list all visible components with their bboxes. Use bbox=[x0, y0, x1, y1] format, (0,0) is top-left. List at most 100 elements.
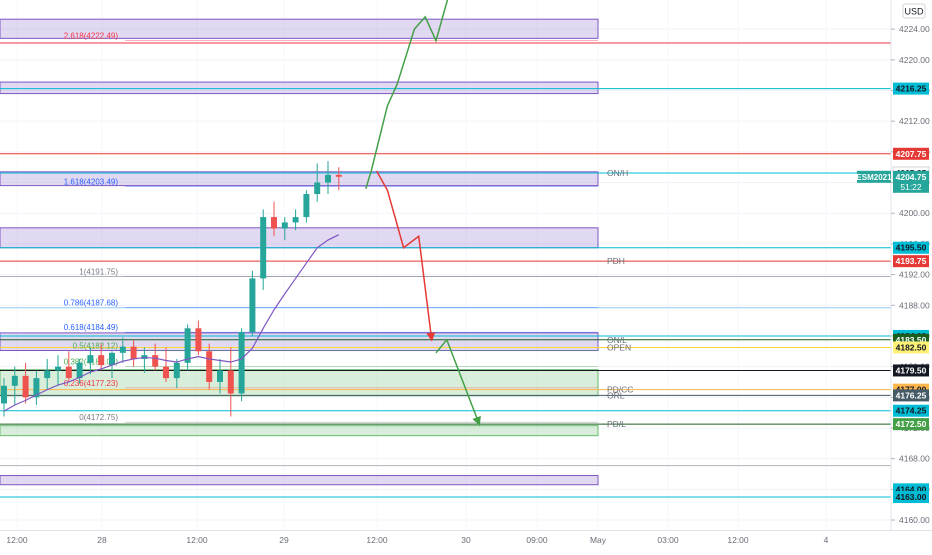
session-label-1: PDH bbox=[607, 256, 625, 266]
price-tag-3: 4195.50 bbox=[896, 243, 927, 253]
price-tag-7: 4182.50 bbox=[896, 342, 927, 352]
candle-body-29 bbox=[314, 182, 321, 195]
currency-button[interactable]: USD bbox=[902, 3, 926, 19]
session-label-0: ON/H bbox=[607, 168, 628, 178]
fib-label-8: 0(4172.75) bbox=[79, 413, 118, 422]
candle-body-7 bbox=[76, 362, 83, 379]
moving-average bbox=[3, 234, 340, 412]
candle-body-25 bbox=[271, 217, 277, 229]
candle-body-23 bbox=[249, 278, 256, 333]
candle-body-16 bbox=[173, 362, 180, 379]
symbol-tag-bg bbox=[857, 170, 891, 183]
price-tag-bg-8 bbox=[893, 364, 929, 377]
projections bbox=[365, 0, 481, 426]
y-tick-label-8: 4192.00 bbox=[899, 270, 930, 280]
fib-label-4: 0.618(4184.49) bbox=[64, 323, 119, 332]
session-label-6: PD/L bbox=[607, 419, 626, 429]
y-tick-label-15: 4220.00 bbox=[899, 55, 930, 65]
time-axis[interactable]: 12:00 28 12:00 29 12:00 30 09:00 May 03:00 12:00 4 bbox=[6, 535, 828, 545]
session-label-4: PD/CC bbox=[607, 385, 633, 395]
symbol-tag: ESM2021 bbox=[856, 173, 892, 182]
last-price-bg bbox=[893, 170, 929, 193]
projection-path-2 bbox=[435, 338, 481, 426]
candle-body-22 bbox=[238, 332, 245, 394]
price-tag-10: 4176.25 bbox=[896, 390, 927, 400]
candle-body-0 bbox=[1, 385, 7, 404]
candle-body-21 bbox=[227, 370, 234, 394]
candle-body-28 bbox=[303, 194, 310, 218]
x-tick-label-4: 12:00 bbox=[366, 535, 388, 545]
candle-body-19 bbox=[206, 351, 213, 382]
candle-body-18 bbox=[195, 328, 202, 352]
price-tag-bg-2 bbox=[893, 82, 929, 95]
price-tag-bg-7 bbox=[893, 341, 929, 354]
zone-demand-6 bbox=[0, 425, 599, 437]
x-tick-label-10: 4 bbox=[824, 535, 829, 545]
zone-supply-2 bbox=[0, 171, 599, 187]
price-tag-12: 4172.50 bbox=[896, 419, 927, 429]
x-tick-label-3: 29 bbox=[279, 535, 289, 545]
x-tick-label-9: 12:00 bbox=[727, 535, 749, 545]
session-label-2: ON/L bbox=[607, 335, 627, 345]
candle-body-8 bbox=[87, 355, 94, 363]
candle-body-14 bbox=[152, 355, 159, 367]
session-label-5: ORL bbox=[607, 390, 625, 400]
x-tick-label-8: 03:00 bbox=[657, 535, 679, 545]
candle-body-5 bbox=[55, 366, 61, 371]
price-tags: 4207.754205.254216.254195.504193.754184.… bbox=[856, 82, 930, 504]
last-price: 4204.75 bbox=[896, 172, 927, 182]
price-tag-bg-3 bbox=[893, 241, 929, 254]
price-tag-bg-10 bbox=[893, 389, 929, 402]
price-tag-11: 4174.25 bbox=[896, 406, 927, 416]
y-tick-label-13: 4212.00 bbox=[899, 116, 930, 126]
currency-button-label: USD bbox=[904, 7, 924, 17]
candle-body-30 bbox=[325, 174, 331, 183]
projection-path-0 bbox=[365, 0, 449, 189]
y-tick-label-7: 4188.00 bbox=[899, 300, 930, 310]
candle-body-31 bbox=[335, 174, 342, 177]
countdown: 51:22 bbox=[900, 182, 922, 192]
price-tag-4: 4193.75 bbox=[896, 256, 927, 266]
candle-body-1 bbox=[11, 375, 18, 386]
fib-label-3: 0.786(4187.68) bbox=[64, 299, 119, 308]
candle-body-12 bbox=[130, 346, 137, 359]
fib-label-7: 0.236(4177.23) bbox=[64, 379, 119, 388]
y-tick-label-10: 4200.00 bbox=[899, 208, 930, 218]
price-tag-6: 4183.50 bbox=[896, 335, 927, 345]
ma-line bbox=[3, 234, 340, 412]
candle-body-6 bbox=[65, 366, 72, 379]
candle-body-15 bbox=[163, 366, 169, 379]
zone-supply-3 bbox=[0, 227, 599, 249]
candle-body-9 bbox=[98, 355, 105, 366]
price-tag-13: 4164.00 bbox=[896, 484, 927, 494]
x-tick-label-5: 30 bbox=[461, 535, 471, 545]
fib-label-1: 1.618(4203.49) bbox=[64, 177, 119, 186]
price-tag-bg-4 bbox=[893, 255, 929, 268]
zone-supply-0 bbox=[0, 18, 599, 39]
zones bbox=[0, 18, 599, 486]
price-tag-bg-14 bbox=[893, 491, 929, 504]
session-label-3: OPEN bbox=[607, 342, 631, 352]
candle-body-20 bbox=[217, 370, 223, 382]
candle-body-11 bbox=[119, 346, 126, 353]
candle-body-4 bbox=[44, 370, 51, 379]
y-tick-label-16: 4224.00 bbox=[899, 24, 930, 34]
fib-label-0: 2.618(4222.49) bbox=[64, 32, 119, 41]
price-tag-bg-0 bbox=[893, 147, 929, 160]
price-tag-bg-12 bbox=[893, 418, 929, 431]
price-tag-2: 4216.25 bbox=[896, 84, 927, 94]
price-tag-bg-11 bbox=[893, 404, 929, 417]
price-tag-14: 4163.00 bbox=[896, 492, 927, 502]
x-tick-label-2: 12:00 bbox=[186, 535, 208, 545]
candles bbox=[1, 161, 342, 417]
candle-body-3 bbox=[33, 378, 40, 398]
fib-label-2: 1(4191.75) bbox=[79, 268, 118, 277]
price-tag-0: 4207.75 bbox=[896, 149, 927, 159]
grid bbox=[0, 28, 891, 521]
price-tag-8: 4179.50 bbox=[896, 365, 927, 375]
x-tick-label-0: 12:00 bbox=[6, 535, 28, 545]
y-tick-label-2: 4168.00 bbox=[899, 454, 930, 464]
